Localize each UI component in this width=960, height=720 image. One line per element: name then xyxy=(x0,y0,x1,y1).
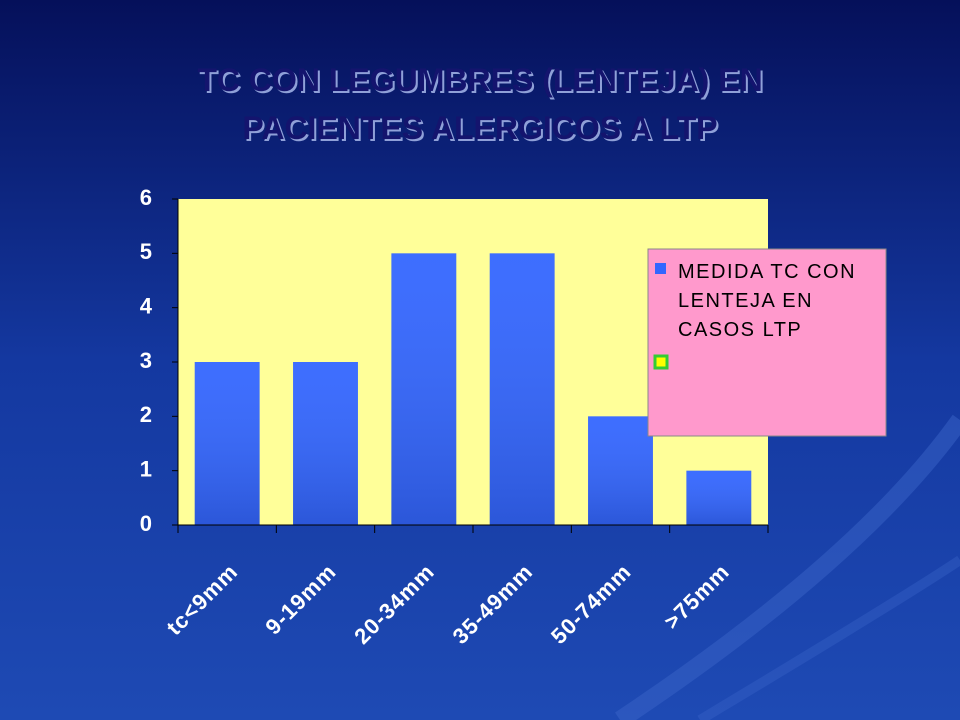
bar-shade xyxy=(293,362,358,525)
bar-shade xyxy=(588,416,653,525)
y-tick-label: 2 xyxy=(140,402,152,427)
legend-box xyxy=(647,248,887,437)
bar-shade xyxy=(686,470,752,525)
bar-shade xyxy=(489,253,555,526)
bar-shade xyxy=(194,362,260,525)
y-tick-label: 6 xyxy=(140,185,152,210)
bar-shade xyxy=(391,253,457,526)
y-tick-label: 1 xyxy=(140,456,152,481)
legend-swatch xyxy=(655,263,666,274)
swoosh xyxy=(615,414,960,720)
chart-title: TC CON LEGUMBRES (LENTEJA) EN PACIENTES … xyxy=(197,62,763,146)
y-tick-label: 0 xyxy=(140,511,152,536)
y-tick-label: 3 xyxy=(140,348,152,373)
y-tick-label: 4 xyxy=(140,293,153,318)
swoosh xyxy=(697,555,960,720)
legend-swatch xyxy=(653,354,669,370)
legend-label: MEDIDA TC CON LENTEJA EN CASOS LTP xyxy=(678,261,857,341)
y-tick-label: 5 xyxy=(140,239,152,264)
